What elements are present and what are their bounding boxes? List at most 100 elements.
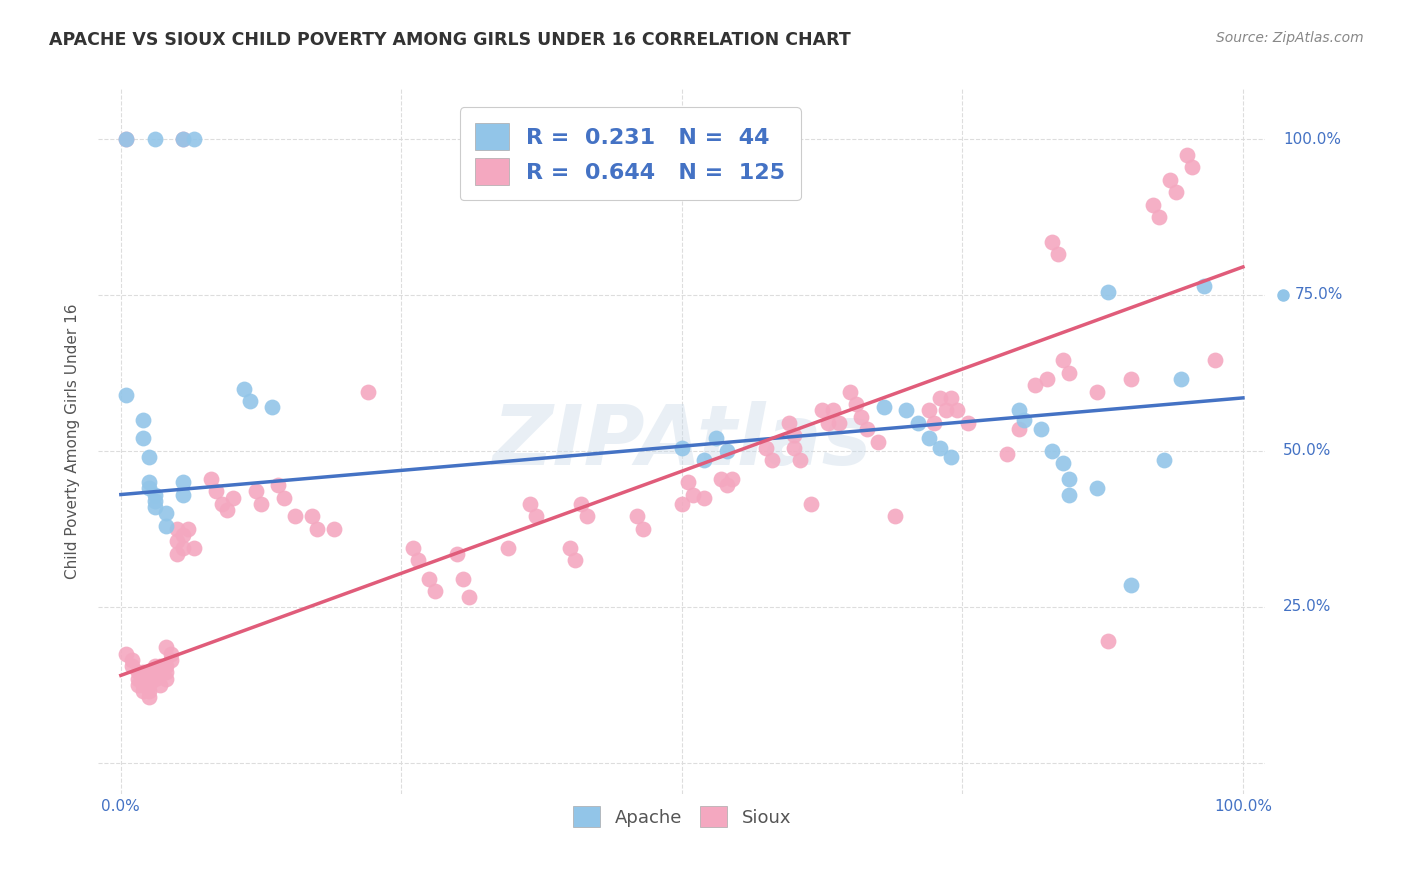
Point [132,432,155,446]
Point [132,672,155,686]
Point [856,422,879,436]
Point [1007,422,1029,436]
Point [1170,372,1192,386]
Point [138,678,160,692]
Point [127,678,149,692]
Point [575,509,598,524]
Point [406,553,429,567]
Point [1057,487,1080,501]
Point [896,403,918,417]
Point [918,403,941,417]
Point [217,503,239,517]
Point [418,572,440,586]
Point [682,487,704,501]
Point [1119,578,1142,592]
Point [957,416,980,430]
Point [200,472,222,486]
Point [823,403,845,417]
Point [183,132,205,146]
Point [149,665,172,680]
Point [783,441,806,455]
Point [1029,422,1052,436]
Point [845,397,868,411]
Point [946,403,969,417]
Point [569,497,592,511]
Point [1147,210,1170,224]
Point [1040,235,1063,249]
Point [143,487,166,501]
Point [1142,197,1164,211]
Point [671,441,693,455]
Point [132,665,155,680]
Point [1007,403,1029,417]
Point [250,497,273,511]
Point [155,665,177,680]
Point [1040,443,1063,458]
Point [267,478,290,492]
Point [710,472,733,486]
Point [704,432,727,446]
Point [357,384,380,399]
Point [138,475,160,489]
Point [789,453,811,467]
Point [1153,453,1175,467]
Point [811,403,834,417]
Point [1035,372,1057,386]
Point [138,684,160,698]
Point [1085,481,1108,495]
Point [115,388,138,402]
Point [721,472,744,486]
Point [155,640,177,655]
Point [1164,185,1187,199]
Point [284,509,307,524]
Point [132,413,155,427]
Point [1024,378,1046,392]
Point [558,541,581,555]
Point [451,572,474,586]
Point [851,409,873,424]
Point [716,443,738,458]
Point [127,672,149,686]
Point [172,541,194,555]
Point [155,506,177,520]
Point [693,491,716,505]
Point [1119,372,1142,386]
Point [155,518,177,533]
Text: 25.0%: 25.0% [1282,599,1331,615]
Point [995,447,1018,461]
Point [172,132,194,146]
Point [323,522,346,536]
Point [121,659,143,673]
Point [183,541,205,555]
Point [205,484,228,499]
Point [1085,384,1108,399]
Point [873,401,896,415]
Point [1175,147,1198,161]
Text: 75.0%: 75.0% [1295,287,1343,302]
Point [935,403,957,417]
Point [929,441,952,455]
Text: Source: ZipAtlas.com: Source: ZipAtlas.com [1216,31,1364,45]
Point [631,522,654,536]
Point [166,547,188,561]
Text: 100.0%: 100.0% [1282,132,1341,146]
Point [778,416,800,430]
Point [457,591,479,605]
Point [211,497,233,511]
Legend: Apache, Sioux: Apache, Sioux [565,799,799,834]
Point [172,487,194,501]
Point [929,391,952,405]
Point [884,509,907,524]
Point [115,132,138,146]
Point [149,659,172,673]
Point [1097,634,1119,648]
Point [401,541,423,555]
Point [924,416,946,430]
Point [716,478,738,492]
Point [160,647,183,661]
Point [800,497,823,511]
Point [307,522,329,536]
Point [519,497,541,511]
Point [839,384,862,399]
Point [115,647,138,661]
